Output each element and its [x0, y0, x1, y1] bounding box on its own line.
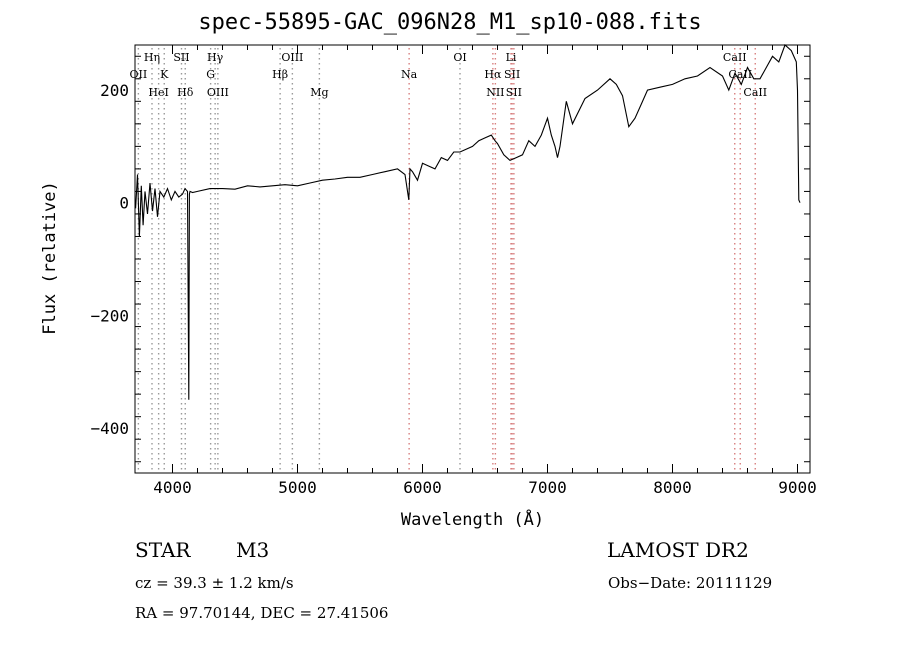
y-axis-ticks: −400 −200 0 200: [90, 55, 810, 463]
line-marker-label: Hδ: [177, 86, 194, 99]
line-marker-label: Mg: [310, 86, 328, 99]
coordinates: RA = 97.70144, DEC = 27.41506: [135, 604, 389, 622]
survey-name: LAMOST DR2: [607, 538, 749, 562]
y-axis-label: Flux (relative): [40, 181, 60, 335]
line-marker-label: SII: [173, 51, 189, 64]
line-marker-label: OII: [130, 68, 148, 81]
line-marker-label: Hη: [144, 51, 160, 64]
line-marker-label: Li: [506, 51, 517, 64]
line-marker-label: Hα: [484, 68, 502, 81]
y-tick-label: 200: [100, 81, 129, 100]
x-tick-label: 6000: [403, 478, 442, 497]
x-tick-label: 5000: [278, 478, 317, 497]
line-marker-label: SII: [504, 68, 520, 81]
line-marker-label: G: [206, 68, 215, 81]
line-marker-label: K: [160, 68, 169, 81]
plot-frame: [134, 44, 811, 474]
line-marker-label: SII: [506, 86, 522, 99]
x-tick-label: 8000: [653, 478, 692, 497]
spectrum-line: [135, 44, 801, 400]
line-marker-label: Na: [401, 68, 418, 81]
x-axis-label: Wavelength (Å): [400, 510, 545, 530]
line-marker-label: OIII: [207, 86, 229, 99]
spectral-line-markers: [137, 48, 756, 473]
chart-title: spec-55895-GAC_096N28_M1_sp10-088.fits: [198, 10, 702, 35]
line-marker-label: NII: [486, 86, 504, 99]
x-axis-ticks: 4000 5000 6000 7000 8000 9000: [153, 45, 817, 497]
redshift-velocity: cz = 39.3 ± 1.2 km/s: [135, 574, 294, 592]
y-tick-label: −400: [90, 419, 129, 438]
line-marker-label: HeI: [148, 86, 168, 99]
line-marker-label: OIII: [281, 51, 303, 64]
x-tick-label: 9000: [778, 478, 817, 497]
line-marker-label: CaII: [723, 51, 747, 64]
line-marker-label: CaII: [743, 86, 767, 99]
object-type: STAR: [135, 538, 191, 562]
y-tick-label: −200: [90, 306, 129, 325]
line-marker-label: OI: [453, 51, 466, 64]
y-tick-label: 0: [119, 194, 129, 213]
object-subclass: M3: [236, 538, 270, 562]
observation-date: Obs−Date: 20111129: [608, 574, 773, 592]
line-marker-label: Hβ: [272, 68, 288, 81]
x-tick-label: 4000: [153, 478, 192, 497]
x-tick-label: 7000: [528, 478, 567, 497]
line-marker-label: Hγ: [207, 51, 224, 64]
